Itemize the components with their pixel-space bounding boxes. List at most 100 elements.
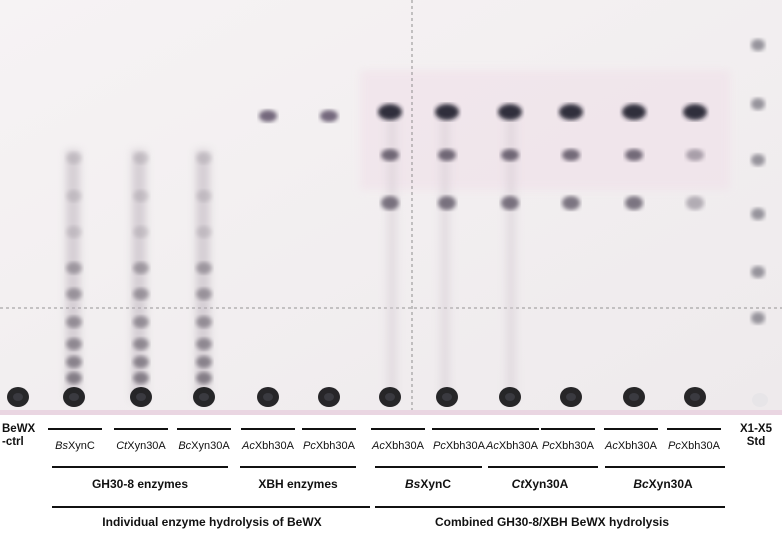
- tlc-spot: [751, 208, 765, 220]
- tlc-spot: [66, 262, 82, 274]
- header-bar-individual: [52, 506, 370, 508]
- tlc-spot: [196, 226, 212, 238]
- tlc-spot: [66, 288, 82, 300]
- tlc-spot: [133, 356, 149, 368]
- tlc-spot: [629, 393, 639, 401]
- tlc-spot: [66, 356, 82, 368]
- tlc-spot: [196, 152, 212, 164]
- tlc-spot: [199, 393, 209, 401]
- tlc-spot: [751, 154, 765, 166]
- header-bar-combined: [375, 506, 725, 508]
- tlc-spot: [501, 196, 519, 210]
- group-label: BsXynC: [404, 477, 452, 491]
- tlc-spot: [133, 288, 149, 300]
- lane-label: PcXbh30A: [303, 440, 355, 452]
- lane-bar: [241, 428, 295, 430]
- header-individual: Individual enzyme hydrolysis of BeWX: [102, 515, 322, 529]
- lane-label: AcXbh30A: [242, 440, 294, 452]
- group-bar: [240, 466, 356, 468]
- lane-bar: [302, 428, 356, 430]
- lane-bar: [114, 428, 168, 430]
- tlc-spot: [385, 393, 395, 401]
- tlc-spot: [66, 338, 82, 350]
- tlc-spot: [625, 196, 643, 210]
- tlc-spot: [66, 372, 82, 384]
- lane-label: BcXyn30A: [178, 440, 230, 452]
- lane-label: BsXynC: [55, 440, 95, 452]
- lane-label: AcXbh30A: [605, 440, 657, 452]
- group-bar: [52, 466, 228, 468]
- tlc-spot: [438, 149, 456, 161]
- lane-bar: [432, 428, 486, 430]
- lane-label: PcXbh30A: [433, 440, 485, 452]
- tlc-spot: [498, 104, 522, 120]
- std-label: X1-X5 Std: [740, 423, 772, 448]
- lane-label: PcXbh30A: [542, 440, 594, 452]
- lane-bar: [48, 428, 102, 430]
- tlc-spot: [751, 98, 765, 110]
- tlc-spot: [751, 266, 765, 278]
- lane-bar: [177, 428, 231, 430]
- tlc-spot: [562, 196, 580, 210]
- tlc-spot: [13, 393, 23, 401]
- tlc-spot: [66, 190, 82, 202]
- tlc-spot: [378, 104, 402, 120]
- tlc-spot: [259, 110, 277, 122]
- tlc-spot: [133, 372, 149, 384]
- tlc-spot: [133, 262, 149, 274]
- tlc-spot: [133, 190, 149, 202]
- tlc-spot: [263, 393, 273, 401]
- tlc-spot: [136, 393, 146, 401]
- tlc-spot: [751, 312, 765, 324]
- group-label: CtXyn30A: [511, 477, 569, 491]
- tlc-spot: [751, 39, 765, 51]
- tlc-spot: [686, 149, 704, 161]
- tlc-spot: [133, 316, 149, 328]
- tlc-spot: [196, 190, 212, 202]
- tlc-spot: [196, 288, 212, 300]
- tlc-spot: [562, 149, 580, 161]
- tlc-spot: [381, 149, 399, 161]
- tlc-spot: [381, 196, 399, 210]
- tlc-spot: [442, 393, 452, 401]
- tlc-spot: [133, 226, 149, 238]
- tlc-spot: [196, 316, 212, 328]
- tlc-spot: [196, 338, 212, 350]
- lane-bar: [604, 428, 658, 430]
- tlc-spot: [559, 104, 583, 120]
- lane-label: PcXbh30A: [668, 440, 720, 452]
- tlc-spot: [66, 316, 82, 328]
- tlc-spot: [69, 393, 79, 401]
- tlc-spot: [133, 338, 149, 350]
- tlc-spot: [66, 152, 82, 164]
- group-bar: [488, 466, 598, 468]
- lane-label: AcXbh30A: [486, 440, 538, 452]
- tlc-spot: [438, 196, 456, 210]
- lane-bar: [371, 428, 425, 430]
- tlc-spots: [7, 39, 768, 407]
- lane-bar: [485, 428, 539, 430]
- lane-label: CtXyn30A: [116, 440, 166, 452]
- group-label: BcXyn30A: [633, 477, 693, 491]
- tlc-spot: [505, 393, 515, 401]
- tlc-spot: [501, 149, 519, 161]
- tlc-spot: [196, 372, 212, 384]
- group-label: GH30-8 enzymes: [91, 477, 189, 491]
- group-bar: [375, 466, 482, 468]
- tlc-spot: [196, 356, 212, 368]
- tlc-spot: [683, 104, 707, 120]
- header-combined: Combined GH30-8/XBH BeWX hydrolysis: [434, 515, 670, 529]
- lane-smears: [66, 110, 516, 400]
- lane-bar: [541, 428, 595, 430]
- tlc-spot: [625, 149, 643, 161]
- tlc-plate-photo: [0, 0, 782, 415]
- group-bar: [605, 466, 725, 468]
- tlc-spot: [752, 393, 768, 407]
- tlc-spot: [320, 110, 338, 122]
- tlc-spot: [690, 393, 700, 401]
- tlc-spot: [622, 104, 646, 120]
- lane-bar: [667, 428, 721, 430]
- bewx-ctrl-label: BeWX -ctrl: [2, 423, 36, 448]
- tlc-spot: [133, 152, 149, 164]
- group-label: XBH enzymes: [258, 477, 338, 491]
